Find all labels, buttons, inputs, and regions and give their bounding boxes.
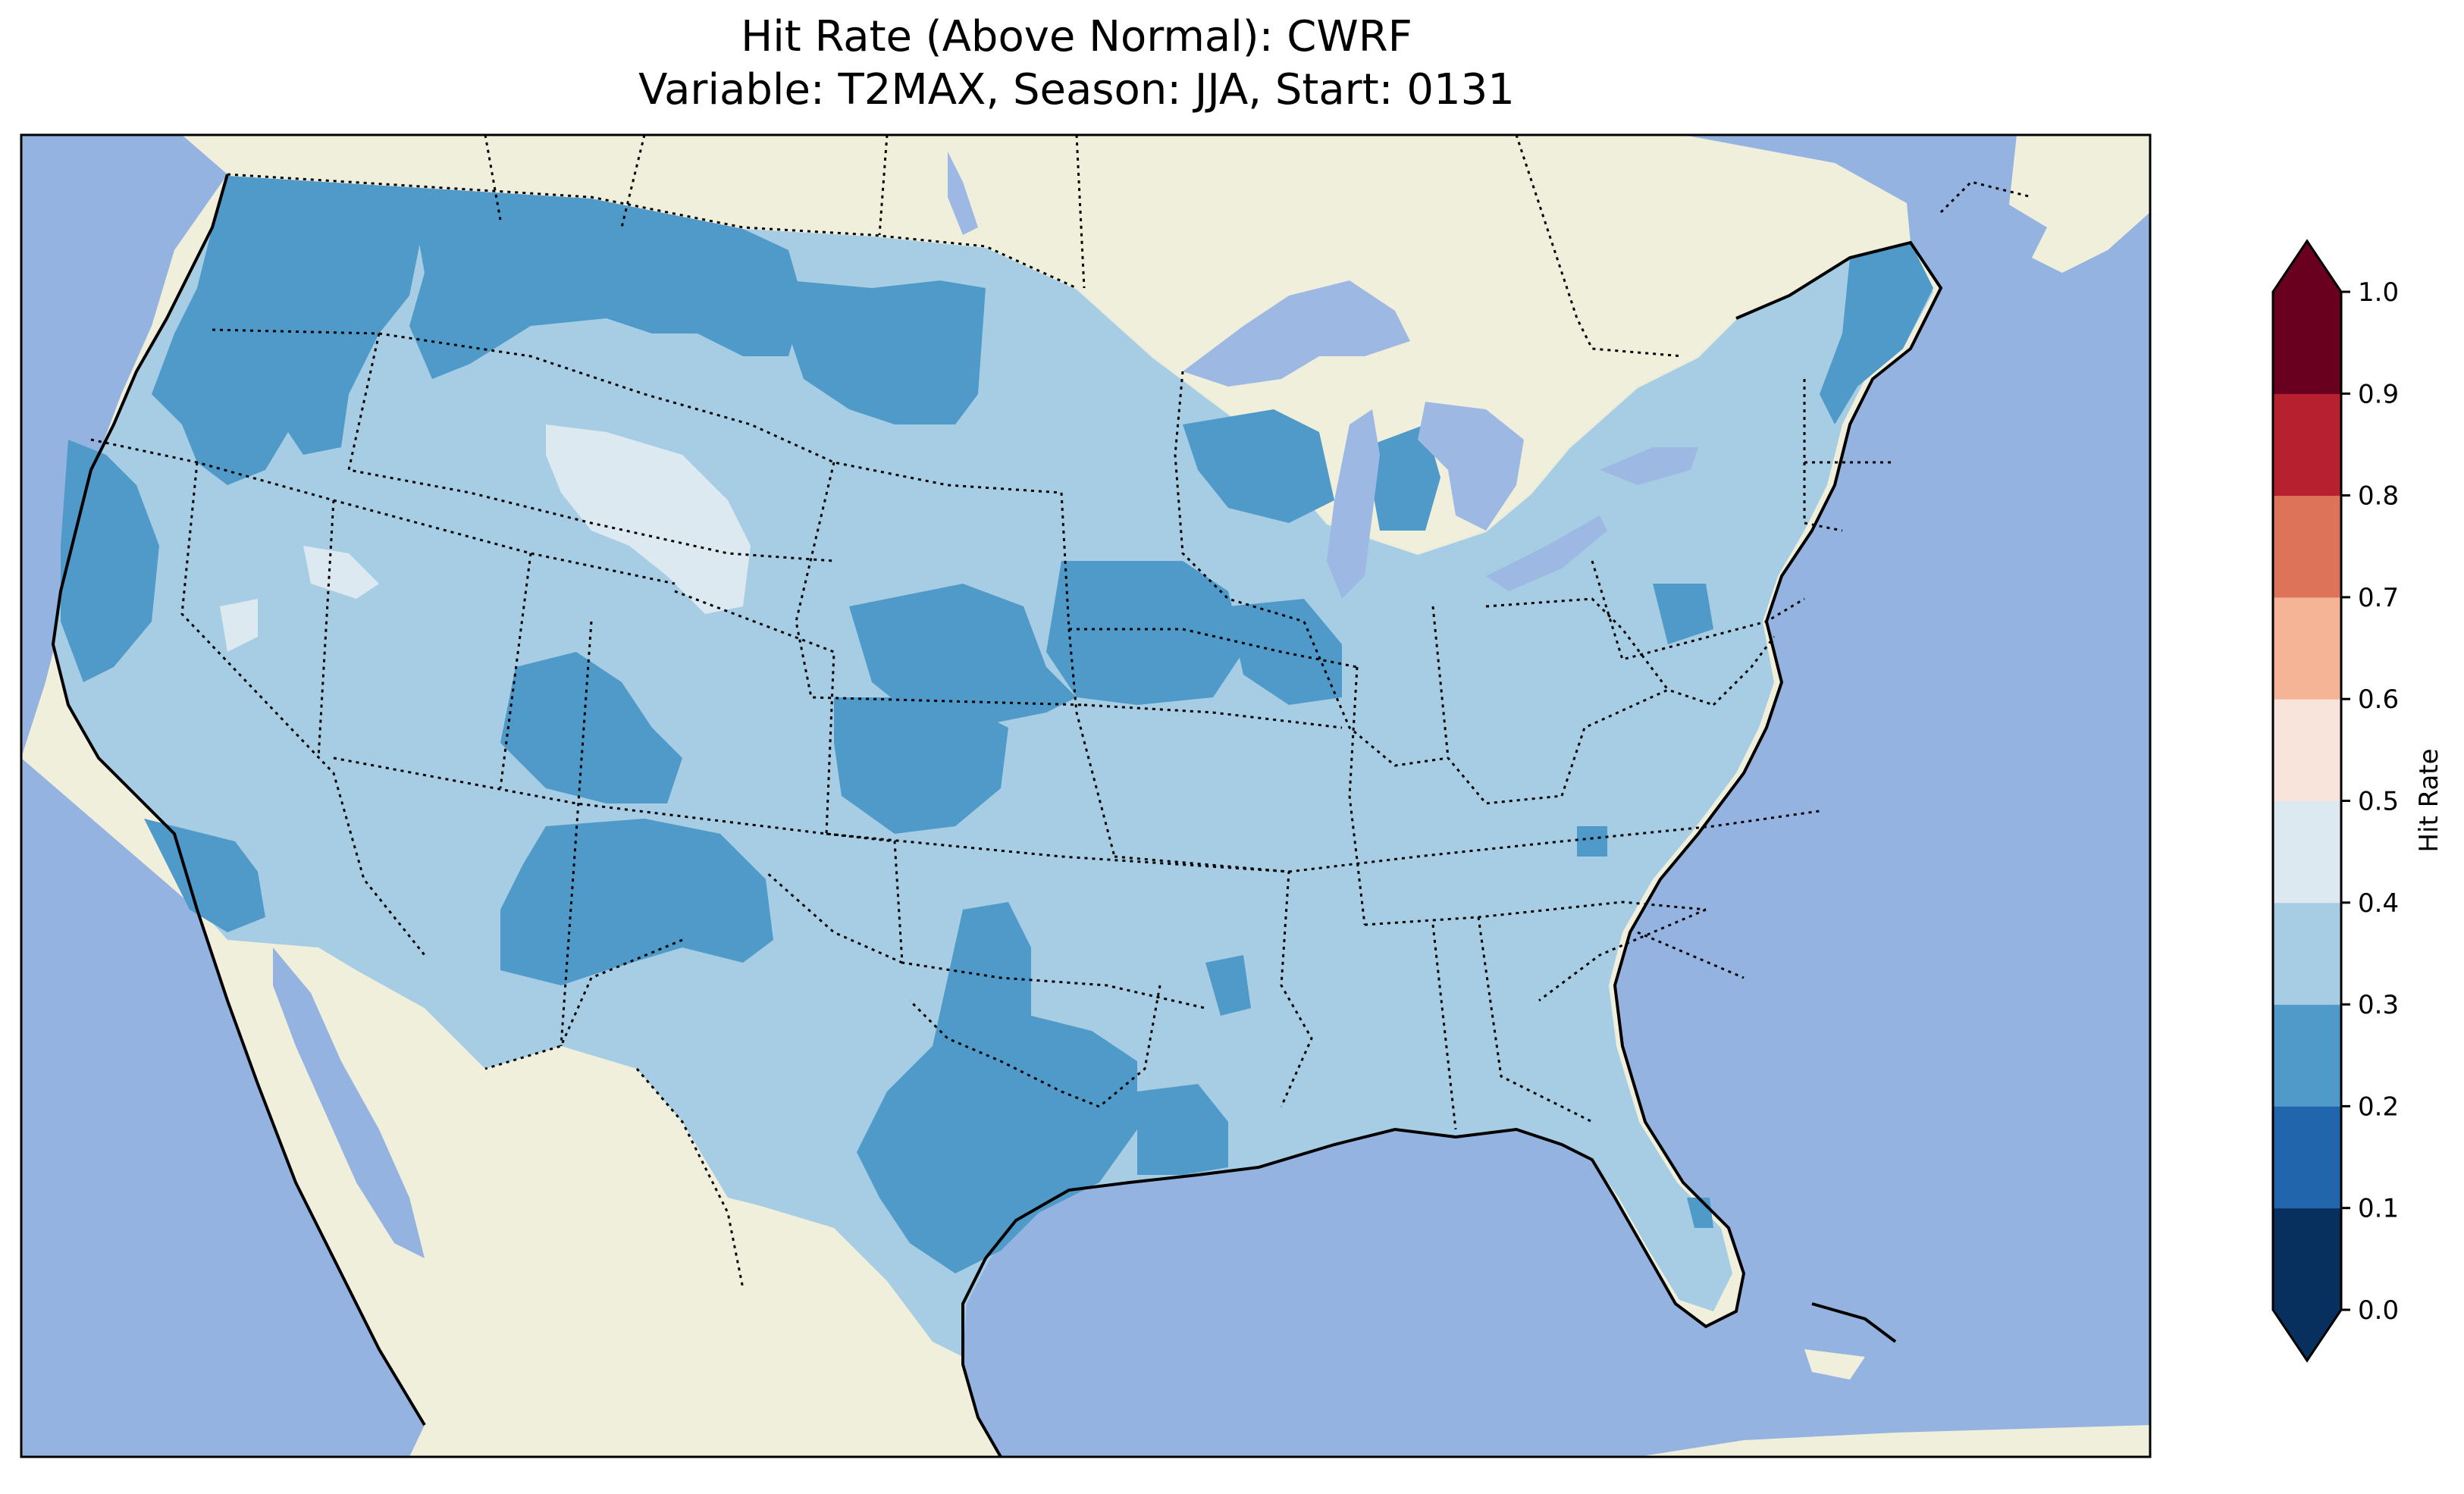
lake-michigan <box>1327 409 1380 599</box>
hit-rate-region <box>1228 599 1342 705</box>
hit-rate-region <box>152 176 425 485</box>
hit-rate-region <box>1653 584 1713 644</box>
hit-rate-region <box>849 584 1077 728</box>
hit-rate-region <box>409 187 804 379</box>
hit-rate-region <box>1577 826 1607 857</box>
colorbar-bin <box>2273 1207 2341 1311</box>
colorbar-bin <box>2273 902 2341 1005</box>
colorbar-bin <box>2273 800 2341 904</box>
colorbar-bin <box>2273 597 2341 700</box>
hit-rate-region <box>1137 1084 1228 1175</box>
hit-rate-region <box>1046 561 1243 705</box>
colorbar-tick-label: 0.8 <box>2358 481 2399 512</box>
colorbar-tick-label: 0.9 <box>2358 379 2399 409</box>
colorbar-tick-label: 0.4 <box>2358 888 2399 919</box>
colorbar-tick-label: 0.6 <box>2358 684 2399 715</box>
hit-rate-region <box>788 280 986 424</box>
province-borders <box>484 135 2033 358</box>
hit-rate-region <box>500 819 773 985</box>
hit-rate-region <box>857 902 1137 1273</box>
pacific-baja <box>21 758 425 1457</box>
hit-rate-region <box>144 819 265 932</box>
cuba-land <box>1804 1349 1865 1380</box>
lake-ontario <box>1600 447 1698 485</box>
hit-rate-region <box>546 424 751 614</box>
colorbar-bin <box>2273 292 2341 394</box>
colorbar-tick-label: 0.7 <box>2358 583 2399 613</box>
colorbar-tick-label: 0.2 <box>2358 1092 2399 1122</box>
great-lakes <box>948 152 1698 599</box>
hit-rate-region <box>500 652 682 803</box>
lake-winnipeg <box>948 152 978 235</box>
colorbar-bin <box>2273 393 2341 496</box>
title-line-1: Hit Rate (Above Normal): CWRF <box>741 12 1412 61</box>
hit-rate-region <box>1365 424 1440 531</box>
hit-rate-region <box>1183 409 1334 523</box>
lake-erie <box>1486 515 1607 591</box>
maritimes-land <box>2009 135 2150 273</box>
colorbar-tick-label: 0.1 <box>2358 1194 2399 1224</box>
cuba-south <box>1638 1425 2150 1457</box>
hit-rate-region <box>1820 243 1933 424</box>
gulf-of-california <box>273 947 425 1258</box>
colorbar-bin <box>2273 1004 2341 1107</box>
hit-rate-region <box>61 440 159 682</box>
hit-rate-region <box>834 697 1008 834</box>
colorbar-bin <box>2273 699 2341 801</box>
title-line-2: Variable: T2MAX, Season: JJA, Start: 013… <box>638 65 1515 114</box>
colorbar-tick-label: 0.5 <box>2358 787 2399 817</box>
colorbar-tick-label: 1.0 <box>2358 277 2399 308</box>
colorbar-tick-label: 0.3 <box>2358 990 2399 1020</box>
state-borders <box>90 173 1895 1289</box>
map-frame <box>20 133 2152 1458</box>
colorbar-tick-label: 0.0 <box>2358 1295 2399 1326</box>
lake-huron <box>1418 402 1524 531</box>
hit-rate-region <box>303 546 379 599</box>
hit-rate-field <box>55 176 1933 1357</box>
colorbar-extend-over <box>2273 241 2341 292</box>
coastline <box>51 174 1943 1457</box>
lake-superior <box>1183 280 1410 387</box>
figure-title: Hit Rate (Above Normal): CWRF Variable: … <box>0 11 2153 117</box>
hit-rate-region <box>1205 955 1251 1016</box>
colorbar-bin <box>2273 1106 2341 1209</box>
colorbar-label: Hit Rate <box>2414 748 2444 852</box>
hit-rate-region <box>220 599 258 652</box>
colorbar-bin <box>2273 495 2341 598</box>
colorbar-extend-under <box>2273 1310 2341 1361</box>
